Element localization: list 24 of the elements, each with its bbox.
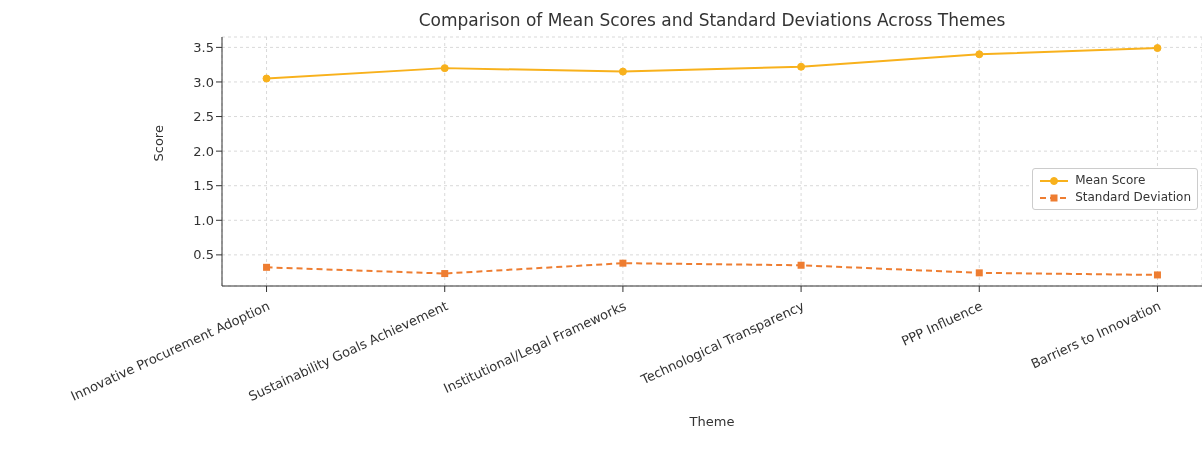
point	[1153, 44, 1162, 53]
y-tick-label: 1.5	[193, 178, 214, 194]
y-tick-label: 2.0	[193, 143, 214, 159]
point	[619, 259, 627, 267]
legend-label: Mean Score	[1075, 172, 1146, 189]
point	[975, 269, 983, 277]
y-tick-label: 3.0	[193, 74, 214, 90]
y-axis-title: Score	[150, 125, 166, 162]
chart-title: Comparison of Mean Scores and Standard Deviations Across Themes	[417, 10, 1007, 30]
point	[441, 270, 449, 278]
point	[263, 263, 271, 271]
point	[1153, 271, 1161, 279]
y-tick-label: 2.5	[193, 109, 214, 125]
legend-label: Standard Deviation	[1075, 189, 1191, 206]
point	[797, 261, 805, 269]
point	[975, 50, 984, 59]
point	[797, 62, 806, 71]
y-tick-label: 0.5	[193, 247, 214, 263]
point	[262, 74, 271, 83]
point	[618, 67, 627, 76]
y-tick-label: 3.5	[193, 39, 214, 55]
point	[440, 64, 449, 73]
x-axis-title: Theme	[688, 414, 735, 429]
y-tick-label: 1.0	[193, 212, 214, 228]
